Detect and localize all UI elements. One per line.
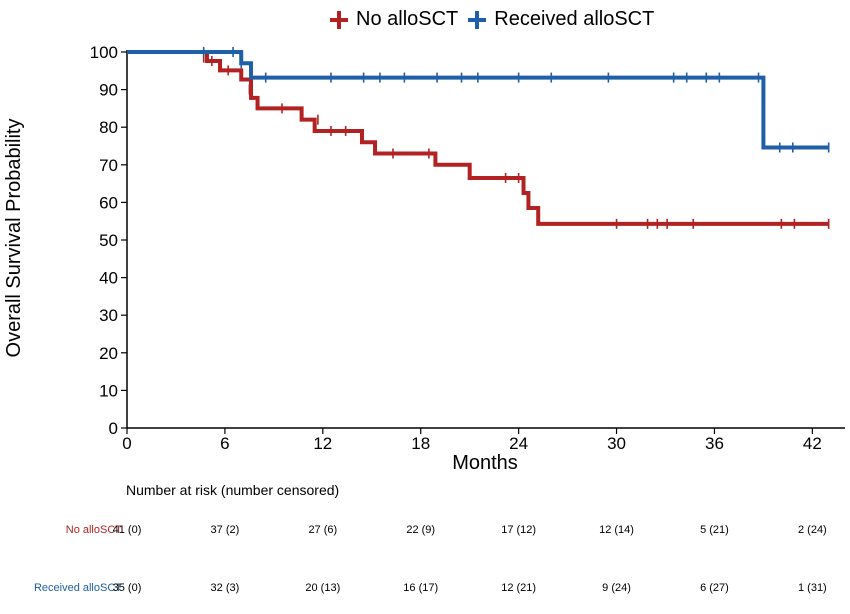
- y-tick-label: 40: [99, 269, 118, 288]
- risk-cell: 32 (3): [210, 582, 240, 594]
- y-tick-label: 20: [99, 344, 118, 363]
- x-tick-label: 24: [509, 434, 528, 453]
- legend-label-received-allosct: Received alloSCT: [494, 8, 655, 30]
- axes: 0 10 20 30 40 50 60 70 80 90 100 0 6 12 18 24 30 36 42: [90, 43, 845, 453]
- risk-cell: 12 (21): [501, 582, 537, 594]
- risk-cell: 6 (27): [700, 582, 729, 594]
- risk-row-label-received-allosct: Received alloSCT: [33, 582, 122, 594]
- y-tick-label: 70: [99, 156, 118, 175]
- risk-cell: 12 (14): [599, 524, 634, 536]
- risk-cell: 16 (17): [403, 582, 439, 594]
- x-tick-label: 42: [803, 434, 822, 453]
- y-tick-label: 80: [99, 118, 118, 137]
- x-tick-label: 6: [220, 434, 229, 453]
- risk-cell: 41 (0): [112, 524, 142, 536]
- series-line-no-allosct: [127, 50, 829, 226]
- risk-row-label-no-allosct: No alloSCT: [65, 524, 122, 536]
- x-tick-label: 30: [607, 434, 626, 453]
- y-tick-label: 0: [109, 419, 118, 438]
- y-tick-label: 60: [99, 193, 118, 212]
- risk-cell: 2 (24): [797, 524, 827, 536]
- risk-cell: 22 (9): [406, 524, 436, 536]
- y-tick-label: 30: [99, 306, 118, 325]
- risk-cell: 17 (12): [501, 524, 537, 536]
- risk-cell: 5 (21): [700, 524, 729, 536]
- y-tick-label: 90: [99, 81, 118, 100]
- legend-swatch-no-allosct: [330, 10, 348, 29]
- legend-item-received-allosct: Received alloSCT: [468, 8, 654, 31]
- risk-cell: 9 (24): [602, 582, 631, 594]
- x-axis-label: Months: [452, 452, 518, 474]
- risk-table-title: Number at risk (number censored): [126, 482, 340, 498]
- y-tick-label: 10: [99, 381, 118, 400]
- risk-cell: 27 (6): [308, 524, 338, 536]
- x-tick-label: 0: [122, 434, 131, 453]
- risk-cell: 1 (31): [797, 582, 827, 594]
- risk-cell: 20 (13): [305, 582, 341, 594]
- x-tick-label: 18: [411, 434, 430, 453]
- x-tick-label: 36: [705, 434, 724, 453]
- y-axis-label: Overall Survival Probability: [3, 119, 25, 358]
- x-tick-label: 12: [313, 434, 332, 453]
- y-tick-label: 100: [90, 43, 118, 62]
- series-layer: [127, 47, 830, 229]
- risk-cell: 35 (0): [112, 582, 142, 594]
- risk-cell: 37 (2): [210, 524, 240, 536]
- legend-swatch-received-allosct: [468, 10, 487, 29]
- legend-label-no-allosct: No alloSCT: [356, 8, 459, 30]
- legend-item-no-allosct: No alloSCT: [330, 8, 458, 31]
- legend: No alloSCT Received alloSCT: [330, 8, 654, 31]
- series-line-received-allosct: [127, 50, 829, 150]
- y-tick-label: 50: [99, 231, 118, 250]
